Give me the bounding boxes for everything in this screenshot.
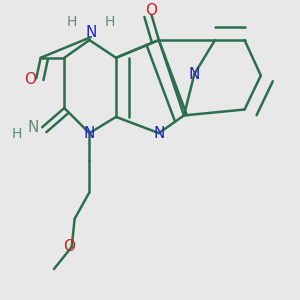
Text: H: H	[67, 15, 77, 29]
Text: H: H	[11, 127, 22, 141]
Text: O: O	[146, 3, 158, 18]
Text: N: N	[28, 120, 39, 135]
Text: N: N	[84, 126, 95, 141]
Text: H: H	[105, 15, 115, 29]
Text: N: N	[153, 126, 165, 141]
Text: N: N	[189, 67, 200, 82]
Text: O: O	[63, 239, 75, 254]
Text: O: O	[24, 72, 36, 87]
Text: N: N	[85, 25, 97, 40]
